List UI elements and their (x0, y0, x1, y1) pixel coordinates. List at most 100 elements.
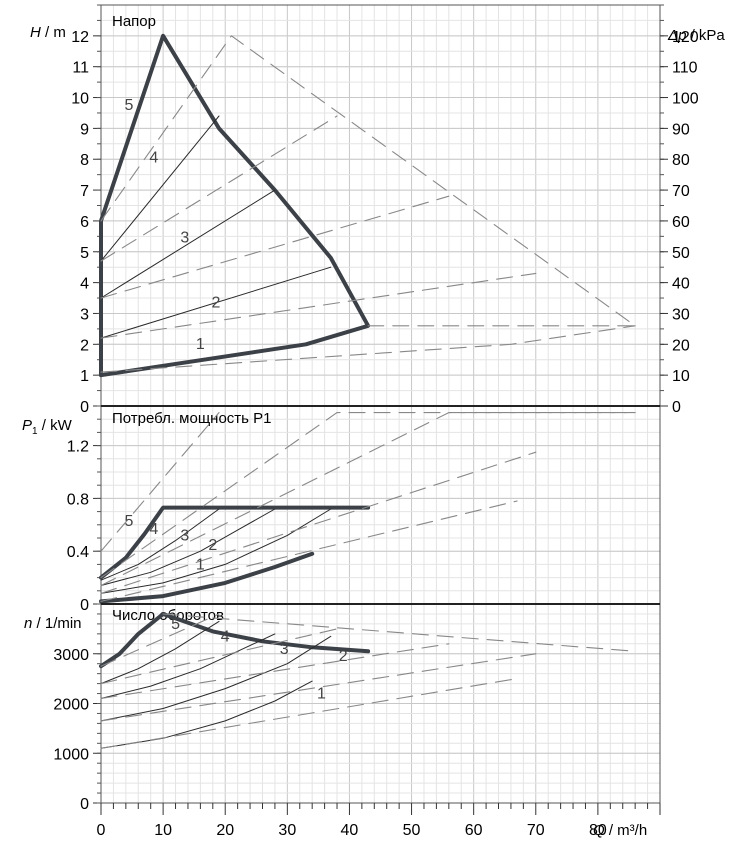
series-line-dashed (100, 678, 518, 749)
series-line-thick (99, 505, 371, 580)
series-line-thick (99, 551, 315, 604)
y-tick-label: 12 (71, 29, 89, 46)
curve-label: 5 (124, 513, 133, 530)
y-tick-label: 1000 (53, 746, 89, 763)
series-line-dashed (100, 500, 518, 602)
series-line-dashed (100, 613, 220, 667)
series-group (99, 33, 636, 378)
panel-frame (100, 405, 661, 605)
y2-tick-label: 80 (672, 152, 690, 169)
series-line-thick (99, 612, 371, 669)
y-tick-label: 0 (80, 399, 89, 416)
y-tick-label: 2 (80, 337, 89, 354)
curve-label: 2 (211, 294, 220, 311)
curve-label: 3 (280, 641, 289, 658)
y-tick-label: 5 (80, 245, 89, 262)
series-line-thin (100, 115, 220, 262)
series-line-dashed (100, 272, 537, 339)
series-line-dashed (100, 643, 450, 700)
series-group (99, 612, 636, 749)
y-axis-label: n / 1/min (24, 615, 82, 632)
series-line-dashed (100, 412, 636, 579)
series-line-dashed (100, 451, 537, 594)
curve-label: 2 (339, 648, 348, 665)
panel-2: 0 0.4 0.8 1.2 P1 / kW Потребл. мощность P1 12 3… (22, 405, 661, 614)
curve-label: 1 (317, 686, 326, 703)
y-tick-label: 4 (80, 276, 89, 293)
x-axis-label: Q / m³/h (593, 822, 647, 839)
grid (100, 405, 661, 605)
series-group (99, 412, 636, 604)
curve-label: 1 (196, 336, 205, 353)
y-tick-label: 3000 (53, 647, 89, 664)
series-line-dashed (100, 195, 450, 299)
series-line-dashed (100, 325, 636, 373)
panel-title: Потребл. мощность P1 (112, 410, 272, 427)
y-tick-label: 3 (80, 306, 89, 323)
y-tick-label: 0 (80, 597, 89, 614)
series-line-thin (100, 680, 313, 749)
x-tick-label: 80 (589, 822, 607, 839)
y2-tick-label: 30 (672, 306, 690, 323)
series-line-thin (100, 508, 220, 581)
curve-label: 2 (208, 537, 217, 554)
y-tick-label: 11 (72, 60, 89, 77)
panel-title: Напор (112, 13, 156, 30)
y2-tick-label: 40 (672, 276, 690, 293)
y-tick-label: 9 (80, 121, 89, 138)
x-tick-label: 40 (341, 822, 359, 839)
curve-label: 4 (149, 149, 158, 166)
y2-axis-label: Δp / kPa (667, 27, 725, 44)
x-tick-label: 50 (403, 822, 421, 839)
curve-label: 3 (180, 230, 189, 247)
y-axis-label: H / m (30, 24, 66, 41)
y2-tick-label: 100 (672, 91, 699, 108)
y2-tick-label: 0 (672, 399, 681, 416)
curve-label: 5 (171, 616, 180, 633)
curve-label: 1 (196, 557, 205, 574)
series-line-thin (100, 508, 276, 586)
curve-label: 4 (221, 628, 230, 645)
y2-tick-label: 60 (672, 214, 690, 231)
series-line-dashed (162, 613, 636, 652)
grid (100, 603, 661, 804)
y2-tick-label: 20 (672, 337, 690, 354)
y-tick-label: 1.2 (67, 439, 89, 456)
x-tick-label: 60 (465, 822, 483, 839)
x-tick-label: 20 (216, 822, 234, 839)
x-tick-label: 30 (278, 822, 296, 839)
series-line-thin (100, 635, 332, 722)
y-tick-label: 2000 (53, 697, 89, 714)
y2-tick-label: 70 (672, 183, 690, 200)
y2-tick-label: 10 (672, 368, 690, 385)
series-line-thin (100, 266, 332, 339)
y2-tick-label: 120 (672, 29, 699, 46)
y-tick-label: 0.4 (67, 544, 89, 561)
y-tick-label: 0.8 (67, 491, 89, 508)
series-line-dashed (100, 115, 338, 262)
series-line-thin (100, 620, 220, 685)
panel-1: 0123456789101112010203040506070809010011… (30, 4, 725, 416)
y-tick-label: 6 (80, 214, 89, 231)
curve-label: 3 (180, 528, 189, 545)
y2-tick-label: 90 (672, 121, 690, 138)
series-line-thin (100, 508, 332, 594)
curve-label: 4 (149, 521, 158, 538)
y-axis-label: P1 / kW (22, 417, 73, 437)
x-tick-label: 70 (527, 822, 545, 839)
series-line-dashed (100, 412, 220, 552)
series-line-thin (100, 189, 276, 299)
y2-tick-label: 50 (672, 245, 690, 262)
grid (100, 4, 661, 407)
y-tick-label: 8 (80, 152, 89, 169)
y-tick-label: 1 (80, 368, 89, 385)
curve-label: 5 (124, 97, 133, 114)
x-tick-label: 0 (97, 822, 106, 839)
y-tick-label: 7 (80, 183, 89, 200)
y2-tick-label: 110 (672, 60, 698, 77)
y-tick-label: 10 (71, 91, 89, 108)
x-tick-label: 10 (154, 822, 172, 839)
series-line-dashed (100, 628, 338, 685)
